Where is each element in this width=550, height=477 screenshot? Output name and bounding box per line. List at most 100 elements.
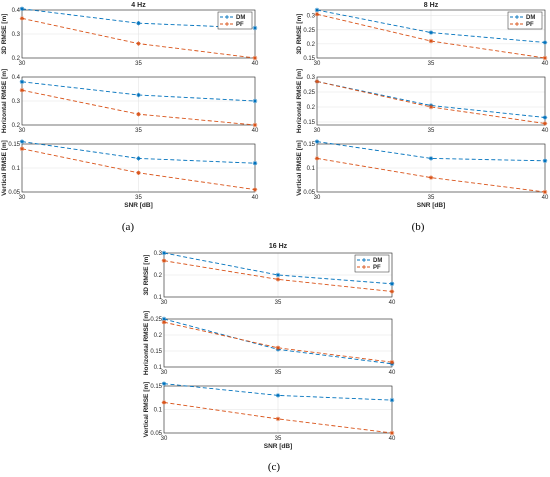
y-tick-label: 0.1 [12,166,21,172]
x-tick-label: 40 [542,128,549,134]
data-point-dm [19,6,25,11]
x-tick-label: 40 [389,300,396,306]
x-axis-label: SNR [dB] [264,443,293,450]
x-tick-label: 40 [252,61,259,67]
data-point-pf [542,189,548,195]
y-tick-label: 0.2 [12,123,21,129]
data-point-pf [161,400,167,405]
y-tick-label: 0.1 [154,365,163,371]
x-tick-label: 40 [389,436,396,442]
chart-title: 16 Hz [269,243,288,250]
series-line-dm [163,383,393,401]
data-point-pf [161,320,167,325]
y-tick-label: 0.15 [8,142,20,148]
axes-frame [21,143,256,193]
data-point-dm [19,139,25,144]
y-tick-label: 0.3 [307,14,316,20]
data-point-pf [428,38,434,44]
y-axis-label: Vertical RMSE [m] [1,140,8,196]
series-line-pf [163,260,393,292]
y-tick-label: 0.4 [12,8,21,14]
axes-frame [163,318,393,368]
data-point-pf [136,112,141,117]
legend-marker-dm [225,15,229,19]
data-point-pf [314,12,320,17]
x-tick-label: 30 [161,436,168,442]
legend-marker-pf [362,265,366,269]
data-point-pf [542,55,548,61]
data-point-dm [252,25,258,31]
axes-frame [316,76,546,126]
x-tick-label: 35 [428,61,435,67]
axes-frame [163,252,393,298]
x-tick-label: 40 [389,370,396,376]
data-point-pf [275,416,281,422]
subplot-3: 0.05 0.1 0.15 30 35 40 Vertical RMSE [m] [143,381,396,442]
y-tick-label: 0.2 [154,273,163,279]
axes-frame [163,385,393,434]
y-axis-label: Vertical RMSE [m] [143,382,150,438]
y-tick-label: 0.2 [12,56,21,62]
data-point-dm [136,156,141,161]
data-point-dm [136,92,141,98]
data-point-pf [389,430,395,436]
data-point-dm [428,30,434,35]
data-point-pf [19,146,25,151]
y-tick-label: 0.2 [154,333,163,339]
x-tick-label: 40 [252,128,259,134]
data-point-pf [136,170,141,175]
y-axis-label: Horizontal RMSE [m] [143,311,150,375]
y-tick-label: 0.15 [303,142,315,148]
figure-caption: (b) [412,221,425,233]
y-tick-label: 0.05 [150,431,162,437]
data-point-dm [275,272,281,278]
y-tick-label: 0.15 [303,120,315,126]
x-tick-label: 30 [161,300,168,306]
data-point-pf [252,55,258,61]
y-tick-label: 0.4 [12,75,21,81]
data-point-pf [428,104,434,110]
x-tick-label: 35 [135,61,142,67]
data-point-dm [314,7,320,13]
y-tick-label: 0.3 [12,99,21,105]
legend-box [217,11,253,30]
data-point-dm [428,156,434,161]
x-tick-label: 35 [275,370,282,376]
x-tick-label: 30 [19,128,26,134]
data-point-dm [314,139,320,144]
legend-marker-pf [225,22,229,26]
legend-label-dm: DM [526,15,535,21]
legend-label-pf: PF [373,265,381,271]
data-point-dm [161,250,167,256]
y-tick-label: 0.25 [303,90,315,96]
x-tick-label: 40 [252,195,259,201]
y-tick-label: 0.1 [154,295,163,301]
y-tick-label: 0.25 [303,28,315,34]
data-point-pf [389,289,395,294]
y-axis-label: 3D RMSE [m] [296,14,303,55]
y-tick-label: 0.05 [303,190,315,196]
subplot-2: 0.15 0.2 0.25 0.3 30 35 40 Horizontal RMSE [m] [296,69,549,134]
data-point-dm [252,98,258,104]
data-point-pf [161,258,167,263]
axes-frame [316,9,546,59]
data-point-pf [252,122,258,128]
y-axis-label: 3D RMSE [m] [143,255,150,296]
y-tick-label: 0.1 [154,408,163,414]
y-tick-label: 0.3 [12,32,21,38]
data-point-dm [161,381,167,386]
x-axis-label: SNR [dB] [417,202,446,209]
y-tick-label: 0.3 [154,251,163,257]
x-tick-label: 30 [314,61,321,67]
x-tick-label: 40 [542,195,549,201]
series-line-dm [163,252,393,285]
data-point-dm [542,115,548,120]
figure-caption: (c) [268,461,281,473]
subplot-3: 0.05 0.1 0.15 30 35 40 Vertical RMSE [m] [296,139,549,201]
data-point-pf [19,16,25,21]
